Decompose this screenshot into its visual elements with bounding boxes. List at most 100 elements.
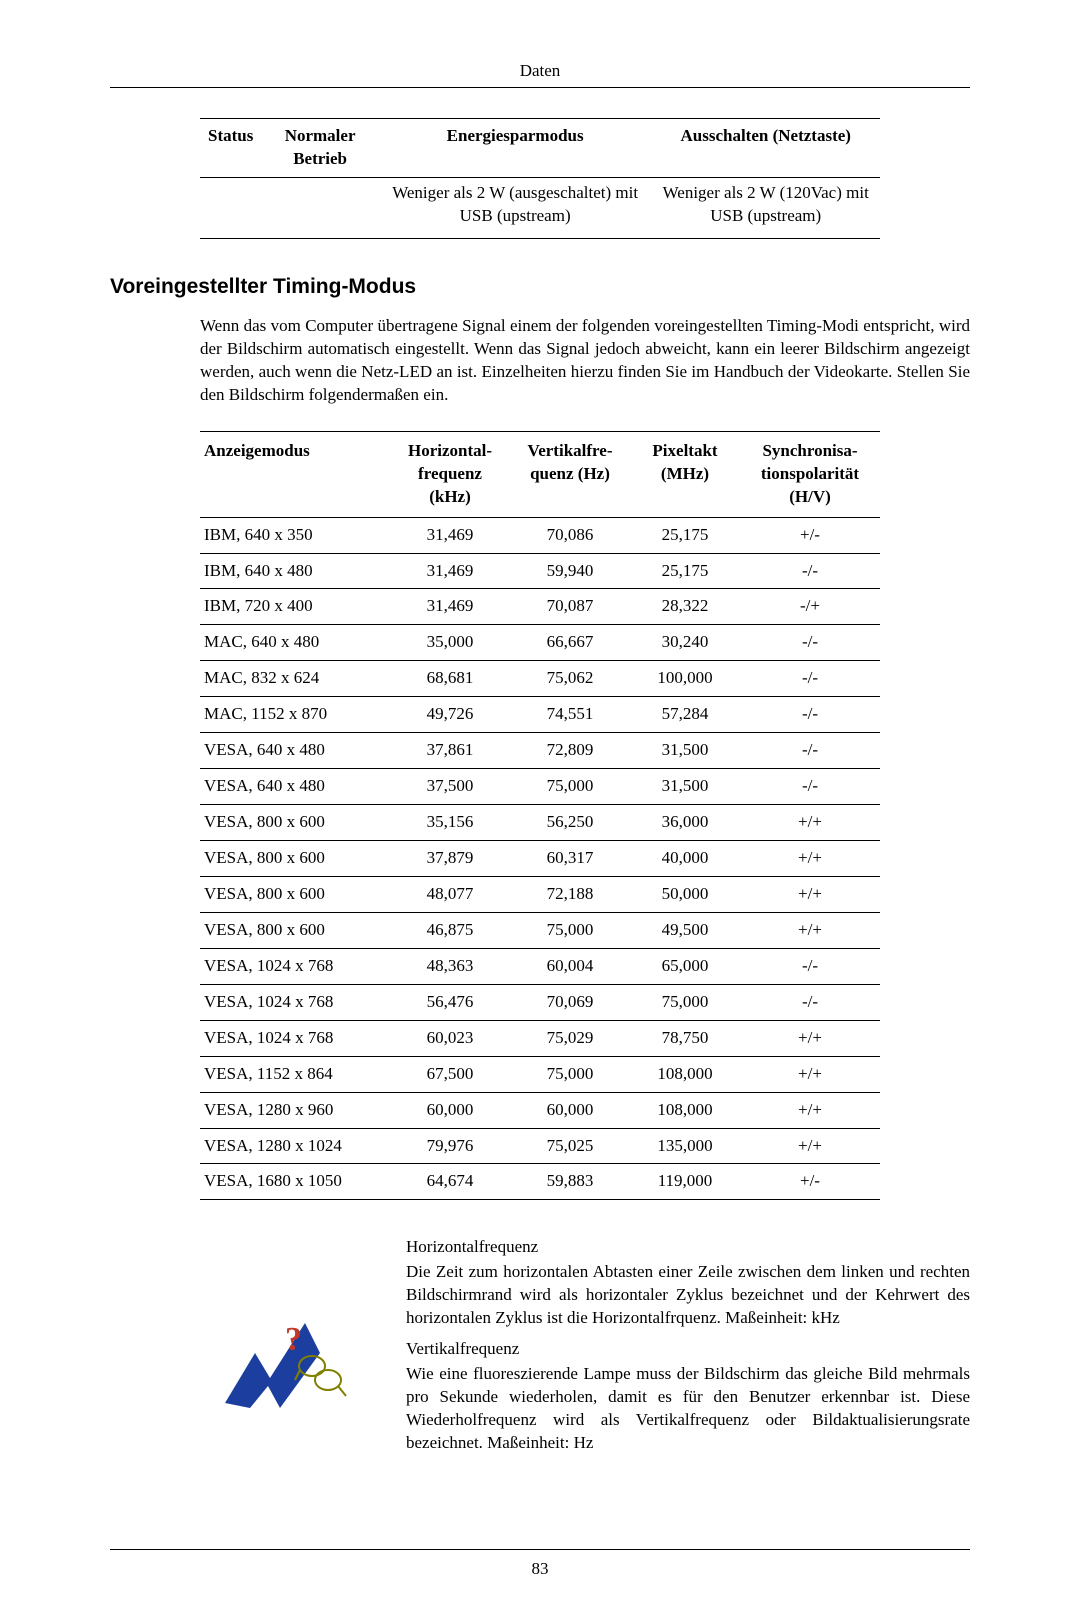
table-cell: -/- [740,697,880,733]
table-cell: IBM, 720 x 400 [200,589,390,625]
table-cell: VESA, 800 x 600 [200,912,390,948]
table-cell: 31,469 [390,517,510,553]
info-h1: Horizontalfrequenz [406,1236,970,1259]
table-cell: 48,363 [390,948,510,984]
status-table: Status Normaler Betrieb Energiesparmodus… [200,118,880,239]
info-text: Horizontalfrequenz Die Zeit zum horizont… [406,1236,970,1458]
table-cell: 70,086 [510,517,630,553]
table-cell: VESA, 800 x 600 [200,805,390,841]
table-cell: 70,087 [510,589,630,625]
table-row: VESA, 800 x 60037,87960,31740,000+/+ [200,841,880,877]
table-row: VESA, 1024 x 76860,02375,02978,750+/+ [200,1020,880,1056]
table-cell: MAC, 640 x 480 [200,625,390,661]
th-pix: Pixeltakt (MHz) [630,431,740,517]
table-cell: 70,069 [510,984,630,1020]
table-cell: 119,000 [630,1164,740,1200]
table-cell: IBM, 640 x 350 [200,517,390,553]
info-block: ? Horizontalfrequenz Die Zeit zum horizo… [200,1236,970,1458]
table-cell: -/- [740,553,880,589]
th-hfreq: Horizontal- frequenz (kHz) [390,431,510,517]
table-cell: 57,284 [630,697,740,733]
table-cell: 72,809 [510,733,630,769]
svg-text:?: ? [285,1321,302,1358]
info-p2: Wie eine fluoreszierende Lampe muss der … [406,1363,970,1455]
table-cell: 40,000 [630,841,740,877]
table-row: VESA, 640 x 48037,50075,00031,500-/- [200,769,880,805]
table-cell: 59,883 [510,1164,630,1200]
table-cell: VESA, 800 x 600 [200,876,390,912]
table-cell: 60,317 [510,841,630,877]
table-row: IBM, 640 x 35031,46970,08625,175+/- [200,517,880,553]
table-cell: -/- [740,984,880,1020]
table-cell: 75,029 [510,1020,630,1056]
table-cell: +/- [740,517,880,553]
table-cell: +/+ [740,1128,880,1164]
table-row: VESA, 800 x 60046,87575,00049,500+/+ [200,912,880,948]
table-row: VESA, 1024 x 76856,47670,06975,000-/- [200,984,880,1020]
table-cell: +/- [740,1164,880,1200]
table-cell: 60,023 [390,1020,510,1056]
table-cell: VESA, 640 x 480 [200,733,390,769]
timing-header-row: Anzeigemodus Horizontal- frequenz (kHz) … [200,431,880,517]
table-cell: 31,500 [630,769,740,805]
table-cell: 37,879 [390,841,510,877]
th-mode: Anzeigemodus [200,431,390,517]
table-cell: VESA, 800 x 600 [200,841,390,877]
table-cell: MAC, 832 x 624 [200,661,390,697]
table-row: VESA, 1024 x 76848,36360,00465,000-/- [200,948,880,984]
status-c3: Weniger als 2 W (ausgeschaltet) mit USB … [379,177,652,238]
table-cell: +/+ [740,1020,880,1056]
table-row: MAC, 832 x 62468,68175,062100,000-/- [200,661,880,697]
status-c1 [200,177,261,238]
table-cell: MAC, 1152 x 870 [200,697,390,733]
status-h3: Energiesparmodus [379,118,652,177]
table-cell: VESA, 1280 x 1024 [200,1128,390,1164]
table-cell: IBM, 640 x 480 [200,553,390,589]
table-cell: 65,000 [630,948,740,984]
table-cell: 108,000 [630,1092,740,1128]
table-cell: 49,500 [630,912,740,948]
status-header-row: Status Normaler Betrieb Energiesparmodus… [200,118,880,177]
table-cell: -/- [740,625,880,661]
table-cell: VESA, 1680 x 1050 [200,1164,390,1200]
table-cell: VESA, 640 x 480 [200,769,390,805]
table-cell: 36,000 [630,805,740,841]
table-cell: 75,000 [510,769,630,805]
table-cell: 135,000 [630,1128,740,1164]
table-cell: +/+ [740,1092,880,1128]
th-vfreq: Vertikalfre- quenz (Hz) [510,431,630,517]
th-sync: Synchronisa- tionspolarität (H/V) [740,431,880,517]
table-cell: 35,000 [390,625,510,661]
table-cell: 31,469 [390,553,510,589]
status-c4: Weniger als 2 W (120Vac) mit USB (upstre… [651,177,880,238]
table-cell: 68,681 [390,661,510,697]
table-cell: 49,726 [390,697,510,733]
table-cell: 78,750 [630,1020,740,1056]
table-cell: 75,025 [510,1128,630,1164]
status-h1: Status [200,118,261,177]
table-cell: +/+ [740,876,880,912]
table-cell: 30,240 [630,625,740,661]
table-cell: -/- [740,769,880,805]
table-cell: 75,000 [510,912,630,948]
table-cell: 59,940 [510,553,630,589]
table-cell: 64,674 [390,1164,510,1200]
table-cell: 37,500 [390,769,510,805]
table-cell: VESA, 1152 x 864 [200,1056,390,1092]
section-title: Voreingestellter Timing-Modus [110,273,970,301]
table-cell: 31,469 [390,589,510,625]
status-c2 [261,177,378,238]
table-cell: 25,175 [630,553,740,589]
table-row: IBM, 640 x 48031,46959,94025,175-/- [200,553,880,589]
table-cell: 67,500 [390,1056,510,1092]
table-cell: 37,861 [390,733,510,769]
table-cell: 35,156 [390,805,510,841]
table-cell: 66,667 [510,625,630,661]
table-cell: -/- [740,948,880,984]
timing-table: Anzeigemodus Horizontal- frequenz (kHz) … [200,431,880,1201]
table-cell: 75,000 [510,1056,630,1092]
table-cell: VESA, 1024 x 768 [200,948,390,984]
table-cell: -/- [740,661,880,697]
table-row: VESA, 1152 x 86467,50075,000108,000+/+ [200,1056,880,1092]
status-h2: Normaler Betrieb [261,118,378,177]
